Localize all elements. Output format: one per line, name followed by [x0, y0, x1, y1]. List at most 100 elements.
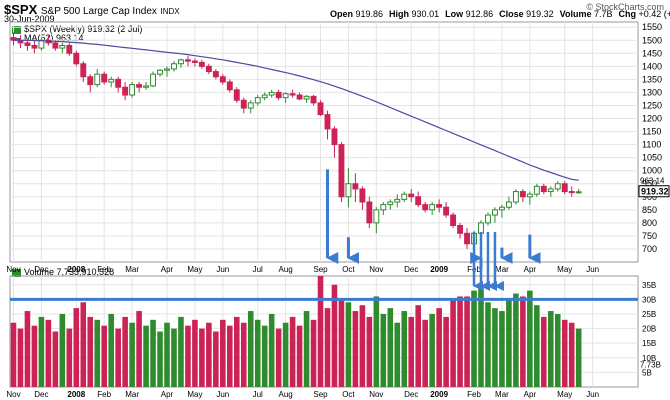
candle-body: [122, 86, 129, 96]
volume-bar: [275, 328, 282, 387]
candle-body: [178, 59, 184, 65]
volume-bar: [254, 319, 261, 387]
volume-bar: [506, 299, 512, 387]
volume-bar: [296, 325, 303, 387]
candle-body: [436, 204, 443, 208]
candle-body: [310, 95, 317, 104]
candle-body: [254, 97, 261, 104]
quote-low-label: Low: [445, 9, 466, 19]
quote-chg-label: Chg: [618, 9, 639, 19]
volume-bar: [247, 311, 254, 387]
candle-body: [547, 188, 554, 193]
volume-bar: [24, 311, 31, 387]
candle-body: [464, 232, 470, 245]
price-legend-label: $SPX (Weekly) 919.32 (2 Jul): [24, 24, 143, 34]
candle-body: [205, 65, 212, 73]
ma-legend-label: MA(52) 963.14: [24, 33, 84, 43]
price-tick-label: 700: [642, 244, 657, 254]
price-x-tick-label: Nov: [6, 265, 20, 274]
volume-bar: [401, 311, 408, 387]
candle-body: [143, 85, 150, 88]
price-tick-label: 1000: [642, 166, 662, 176]
price-x-tick-label: Dec: [404, 265, 418, 274]
volume-bar: [122, 316, 128, 387]
candle-body: [296, 94, 303, 100]
candle-body: [429, 204, 436, 211]
volume-bar: [17, 328, 24, 387]
candle-body: [191, 60, 198, 63]
candle-body: [94, 73, 101, 86]
volume-tick-label: 35B: [642, 281, 656, 290]
ma-legend: MA(52) 963.14: [12, 33, 84, 43]
volume-bar: [366, 316, 373, 387]
candle-body: [324, 114, 331, 130]
price-x-tick-label: 2009: [430, 265, 448, 274]
candle-body: [115, 78, 122, 88]
candle-body: [303, 95, 310, 100]
volume-bar: [338, 299, 345, 387]
volume-bar: [561, 319, 568, 387]
candle-body: [366, 201, 373, 224]
candle-body: [212, 71, 219, 78]
volume-bar: [408, 316, 415, 387]
candle-body: [498, 206, 505, 211]
volume-bar: [331, 284, 338, 387]
volume-bar: [520, 296, 526, 387]
volume-bar: [199, 328, 205, 387]
volume-bar: [101, 325, 107, 387]
candle-body: [568, 191, 575, 194]
price-x-tick-label: Sep: [313, 265, 328, 274]
candle-body: [352, 183, 359, 190]
price-x-tick-label: Aug: [279, 265, 293, 274]
candle-body: [422, 204, 429, 211]
candle-body: [157, 69, 163, 75]
volume-x-tick-label: Apr: [161, 390, 174, 399]
volume-tick-label: 20B: [642, 325, 656, 334]
volume-x-tick-label: Sep: [313, 390, 328, 399]
volume-x-tick-label: Dec: [34, 390, 48, 399]
volume-x-tick-label: Mar: [125, 390, 139, 399]
volume-bar: [87, 316, 94, 387]
candle-body: [561, 183, 568, 193]
candle-body: [526, 193, 533, 198]
volume-bar: [66, 328, 73, 387]
price-tick-label: 1550: [642, 22, 662, 32]
volume-bar: [150, 319, 156, 387]
volume-bar: [541, 316, 547, 387]
candle-body: [345, 183, 352, 198]
candle-body: [519, 191, 526, 198]
volume-bar: [492, 308, 498, 387]
volume-bar: [499, 311, 505, 387]
candle-body: [184, 59, 191, 62]
candle-body: [478, 222, 484, 234]
volume-bar: [80, 302, 87, 387]
volume-last-label: 7.73B: [640, 360, 661, 369]
candle-body: [512, 191, 519, 203]
candle-body: [275, 91, 282, 99]
volume-bar: [38, 316, 45, 387]
volume-x-tick-label: Feb: [97, 390, 111, 399]
volume-bar: [178, 316, 184, 387]
candle-body: [164, 68, 170, 71]
candle-body: [226, 81, 233, 91]
candle-body: [338, 144, 345, 198]
volume-x-tick-label: May: [557, 390, 572, 399]
volume-x-tick-label: 2009: [430, 390, 448, 399]
chart-title: $SPX S&P 500 Large Cap Index INDX: [4, 2, 180, 17]
volume-bar: [373, 296, 380, 387]
volume-bar: [394, 322, 401, 387]
candle-body: [10, 37, 17, 41]
candle-body: [457, 224, 464, 234]
volume-legend-icon: [12, 268, 21, 277]
volume-bar: [568, 322, 575, 387]
volume-tick-label: 30B: [642, 295, 656, 304]
candle-body: [282, 93, 289, 99]
candle-body: [66, 44, 73, 54]
volume-x-tick-label: Apr: [524, 390, 537, 399]
volume-bar: [213, 331, 219, 387]
price-tick-label: 1200: [642, 114, 662, 124]
volume-bar: [359, 305, 366, 387]
volume-x-tick-label: Mar: [495, 390, 509, 399]
volume-tick-label: 15B: [642, 339, 656, 348]
price-x-tick-label: 2008: [67, 265, 85, 274]
